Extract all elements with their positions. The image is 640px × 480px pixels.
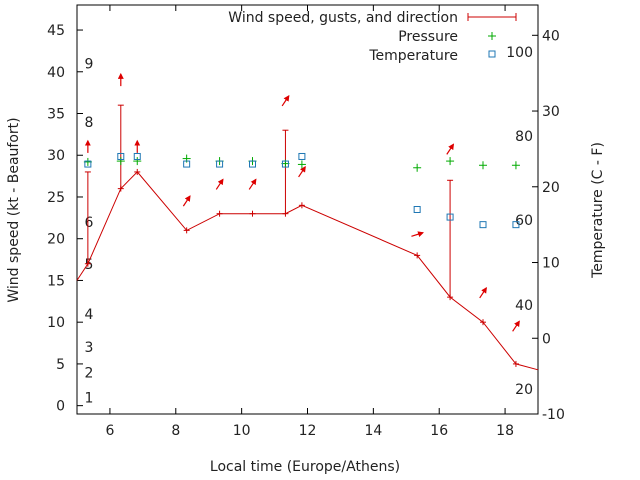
legend-label-temperature: Temperature — [368, 48, 458, 64]
wind-speed-points — [84, 168, 519, 367]
y-right-tick-label: -10 — [542, 407, 565, 423]
wind-direction-arrow — [298, 165, 306, 178]
pressure-points — [83, 154, 520, 172]
y-left-tick-label: 40 — [47, 65, 65, 81]
wind-direction-arrow — [512, 320, 520, 332]
fahrenheit-label: 80 — [515, 129, 533, 145]
legend: Wind speed, gusts, and direction Pressur… — [228, 10, 517, 64]
beaufort-label: 6 — [85, 215, 94, 231]
y-right-tick-label: 20 — [542, 180, 560, 196]
legend-label-pressure: Pressure — [398, 29, 458, 45]
temperature-point — [479, 221, 487, 229]
beaufort-label: 2 — [85, 365, 94, 381]
y-left-axis-ticks: 0 5 10 15 20 25 30 35 40 45 — [47, 23, 83, 415]
x-axis-ticks: 6 8 10 12 14 16 18 — [105, 5, 514, 439]
wind-direction-arrow — [215, 178, 224, 190]
temperature-points — [84, 152, 520, 229]
wind-direction-arrow — [182, 195, 191, 207]
x-tick-label: 14 — [364, 423, 382, 439]
fahrenheit-label: 60 — [515, 213, 533, 229]
temperature-point — [281, 160, 289, 168]
beaufort-label: 3 — [85, 340, 94, 356]
temperature-point — [446, 213, 454, 221]
y-left-tick-label: 10 — [47, 315, 65, 331]
y-right-axis-ticks: -10 0 10 20 30 40 — [532, 28, 565, 423]
y-left-tick-label: 20 — [47, 232, 65, 248]
temperature-point — [117, 152, 125, 160]
y-right-tick-label: 30 — [542, 104, 560, 120]
fahrenheit-label: 20 — [515, 382, 533, 398]
temperature-point — [298, 152, 306, 160]
wind-speed-line — [76, 171, 539, 371]
legend-swatch-pressure — [488, 32, 496, 40]
y-left-tick-label: 35 — [47, 107, 65, 123]
beaufort-label: 5 — [85, 257, 94, 273]
gust-bars — [84, 104, 454, 298]
beaufort-label: 9 — [85, 56, 94, 72]
y-left-tick-label: 0 — [56, 399, 65, 415]
x-tick-label: 6 — [105, 423, 114, 439]
x-tick-label: 10 — [233, 423, 251, 439]
fahrenheit-label: 100 — [506, 45, 533, 61]
temperature-point — [413, 206, 421, 213]
x-tick-label: 12 — [299, 423, 317, 439]
y-left-tick-label: 45 — [47, 23, 65, 39]
beaufort-scale-labels: 1 2 3 4 5 6 8 9 — [85, 56, 94, 406]
y-right-tick-label: 0 — [542, 331, 551, 347]
wind-direction-arrows — [84, 72, 520, 332]
x-tick-label: 8 — [171, 423, 180, 439]
legend-swatch-temperature — [488, 50, 496, 58]
y-left-tick-label: 30 — [47, 148, 65, 164]
x-tick-label: 18 — [496, 423, 514, 439]
wind-direction-arrow — [248, 178, 257, 190]
fahrenheit-scale-labels: 20 40 60 80 100 — [506, 45, 533, 398]
temperature-point — [183, 160, 191, 168]
temperature-point — [249, 160, 257, 168]
temperature-point — [133, 152, 141, 160]
y-left-axis-label: Wind speed (kt - Beaufort) — [6, 117, 22, 302]
temperature-point — [216, 160, 224, 168]
beaufort-label: 1 — [85, 390, 94, 406]
y-left-tick-label: 25 — [47, 190, 65, 206]
fahrenheit-label: 40 — [515, 298, 533, 314]
wind-direction-arrow — [479, 286, 487, 299]
plot-frame — [76, 4, 539, 415]
beaufort-label: 8 — [85, 115, 94, 131]
legend-label-wind: Wind speed, gusts, and direction — [228, 10, 458, 26]
y-right-axis-label: Temperature (C - F) — [590, 142, 606, 279]
x-axis-label: Local time (Europe/Athens) — [210, 459, 400, 475]
wind-direction-arrow — [411, 231, 424, 238]
wind-direction-arrow — [446, 143, 455, 155]
beaufort-label: 4 — [85, 307, 94, 323]
y-left-tick-label: 15 — [47, 273, 65, 289]
y-right-tick-label: 40 — [542, 28, 560, 44]
x-tick-label: 16 — [430, 423, 448, 439]
y-right-tick-label: 10 — [542, 256, 560, 272]
temperature-point — [512, 221, 520, 229]
wind-direction-arrow — [281, 95, 290, 107]
y-left-tick-label: 5 — [56, 357, 65, 373]
temperature-point — [84, 160, 92, 168]
